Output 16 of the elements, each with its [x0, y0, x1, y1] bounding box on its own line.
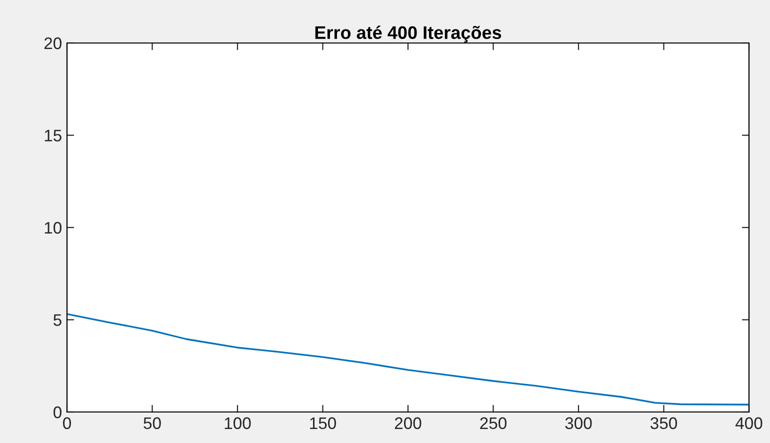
x-tick-label: 50: [144, 417, 161, 430]
y-tick-label: 15: [44, 130, 62, 142]
y-tick-label: 0: [54, 406, 62, 418]
x-tick-label: 350: [650, 417, 678, 430]
y-tick-label: 5: [54, 314, 62, 326]
chart-title: Erro até 400 Iterações: [315, 26, 502, 43]
x-tick-label: 200: [394, 417, 422, 430]
x-tick-label: 150: [310, 417, 336, 430]
x-tick-label: 100: [224, 417, 251, 430]
x-tick-label: 250: [480, 417, 507, 430]
x-tick-label: 0: [63, 417, 71, 430]
y-tick-label: 20: [44, 37, 62, 50]
x-tick-label: 300: [565, 417, 592, 430]
y-tick-label: 10: [44, 222, 62, 234]
line-series: [67, 313, 749, 406]
x-tick-label: 400: [735, 417, 762, 430]
